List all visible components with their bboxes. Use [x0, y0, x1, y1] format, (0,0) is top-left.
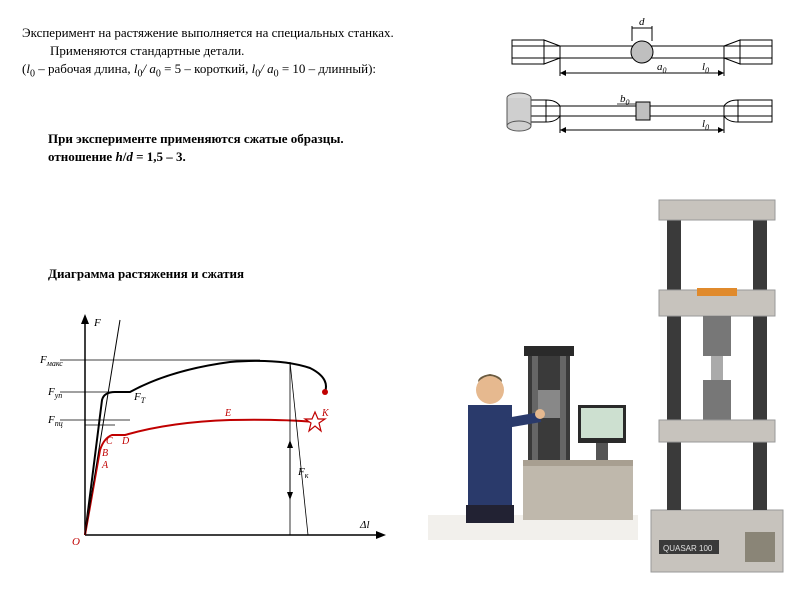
svg-text:O: O: [72, 536, 80, 548]
p1-line1: Эксперимент на растяжение выполняется на…: [22, 25, 394, 40]
svg-text:l0: l0: [702, 61, 709, 75]
diagram-heading: Диаграмма растяжения и сжатия: [48, 265, 244, 283]
operator-photo: [428, 310, 638, 540]
machine-brand: QUASAR 100: [663, 544, 713, 553]
svg-text:B: B: [102, 448, 108, 459]
round-specimen: d l0 a0: [512, 18, 772, 76]
compression-paragraph: При эксперименте применяются сжатые обра…: [48, 130, 488, 165]
svg-text:Fк: Fк: [297, 466, 309, 480]
svg-text:FT: FT: [133, 391, 146, 405]
svg-text:A: A: [101, 460, 109, 471]
svg-text:C: C: [106, 436, 113, 447]
svg-text:F: F: [93, 317, 101, 329]
svg-text:a0: a0: [657, 61, 667, 75]
svg-text:l0: l0: [702, 118, 709, 132]
specimen-drawings: d l0 a0 b0 l0: [502, 18, 782, 138]
compression-curve: [85, 420, 315, 535]
testing-machine: QUASAR 100: [645, 180, 790, 580]
flat-specimen: b0 l0: [512, 93, 772, 133]
p1-line2: Применяются стандартные детали.: [22, 43, 244, 58]
formula-line: (l0 – рабочая длина, l0/ a0 = 5 – коротк…: [22, 60, 522, 81]
svg-text:Fмакс: Fмакс: [39, 354, 63, 368]
intro-paragraph: Эксперимент на растяжение выполняется на…: [22, 24, 502, 59]
d-label: d: [639, 18, 645, 28]
svg-text:Δl: Δl: [359, 519, 370, 531]
compression-cylinder-icon: [505, 92, 533, 132]
svg-text:b0: b0: [620, 93, 630, 107]
stress-strain-diagram: F Δl O Fмакс Fуп Fпц FT Fк A B C D E K: [30, 300, 400, 560]
svg-text:K: K: [321, 408, 330, 419]
svg-text:D: D: [121, 436, 130, 447]
svg-text:Fуп: Fуп: [47, 386, 62, 400]
svg-text:Fпц: Fпц: [47, 414, 63, 428]
svg-text:E: E: [224, 408, 231, 419]
